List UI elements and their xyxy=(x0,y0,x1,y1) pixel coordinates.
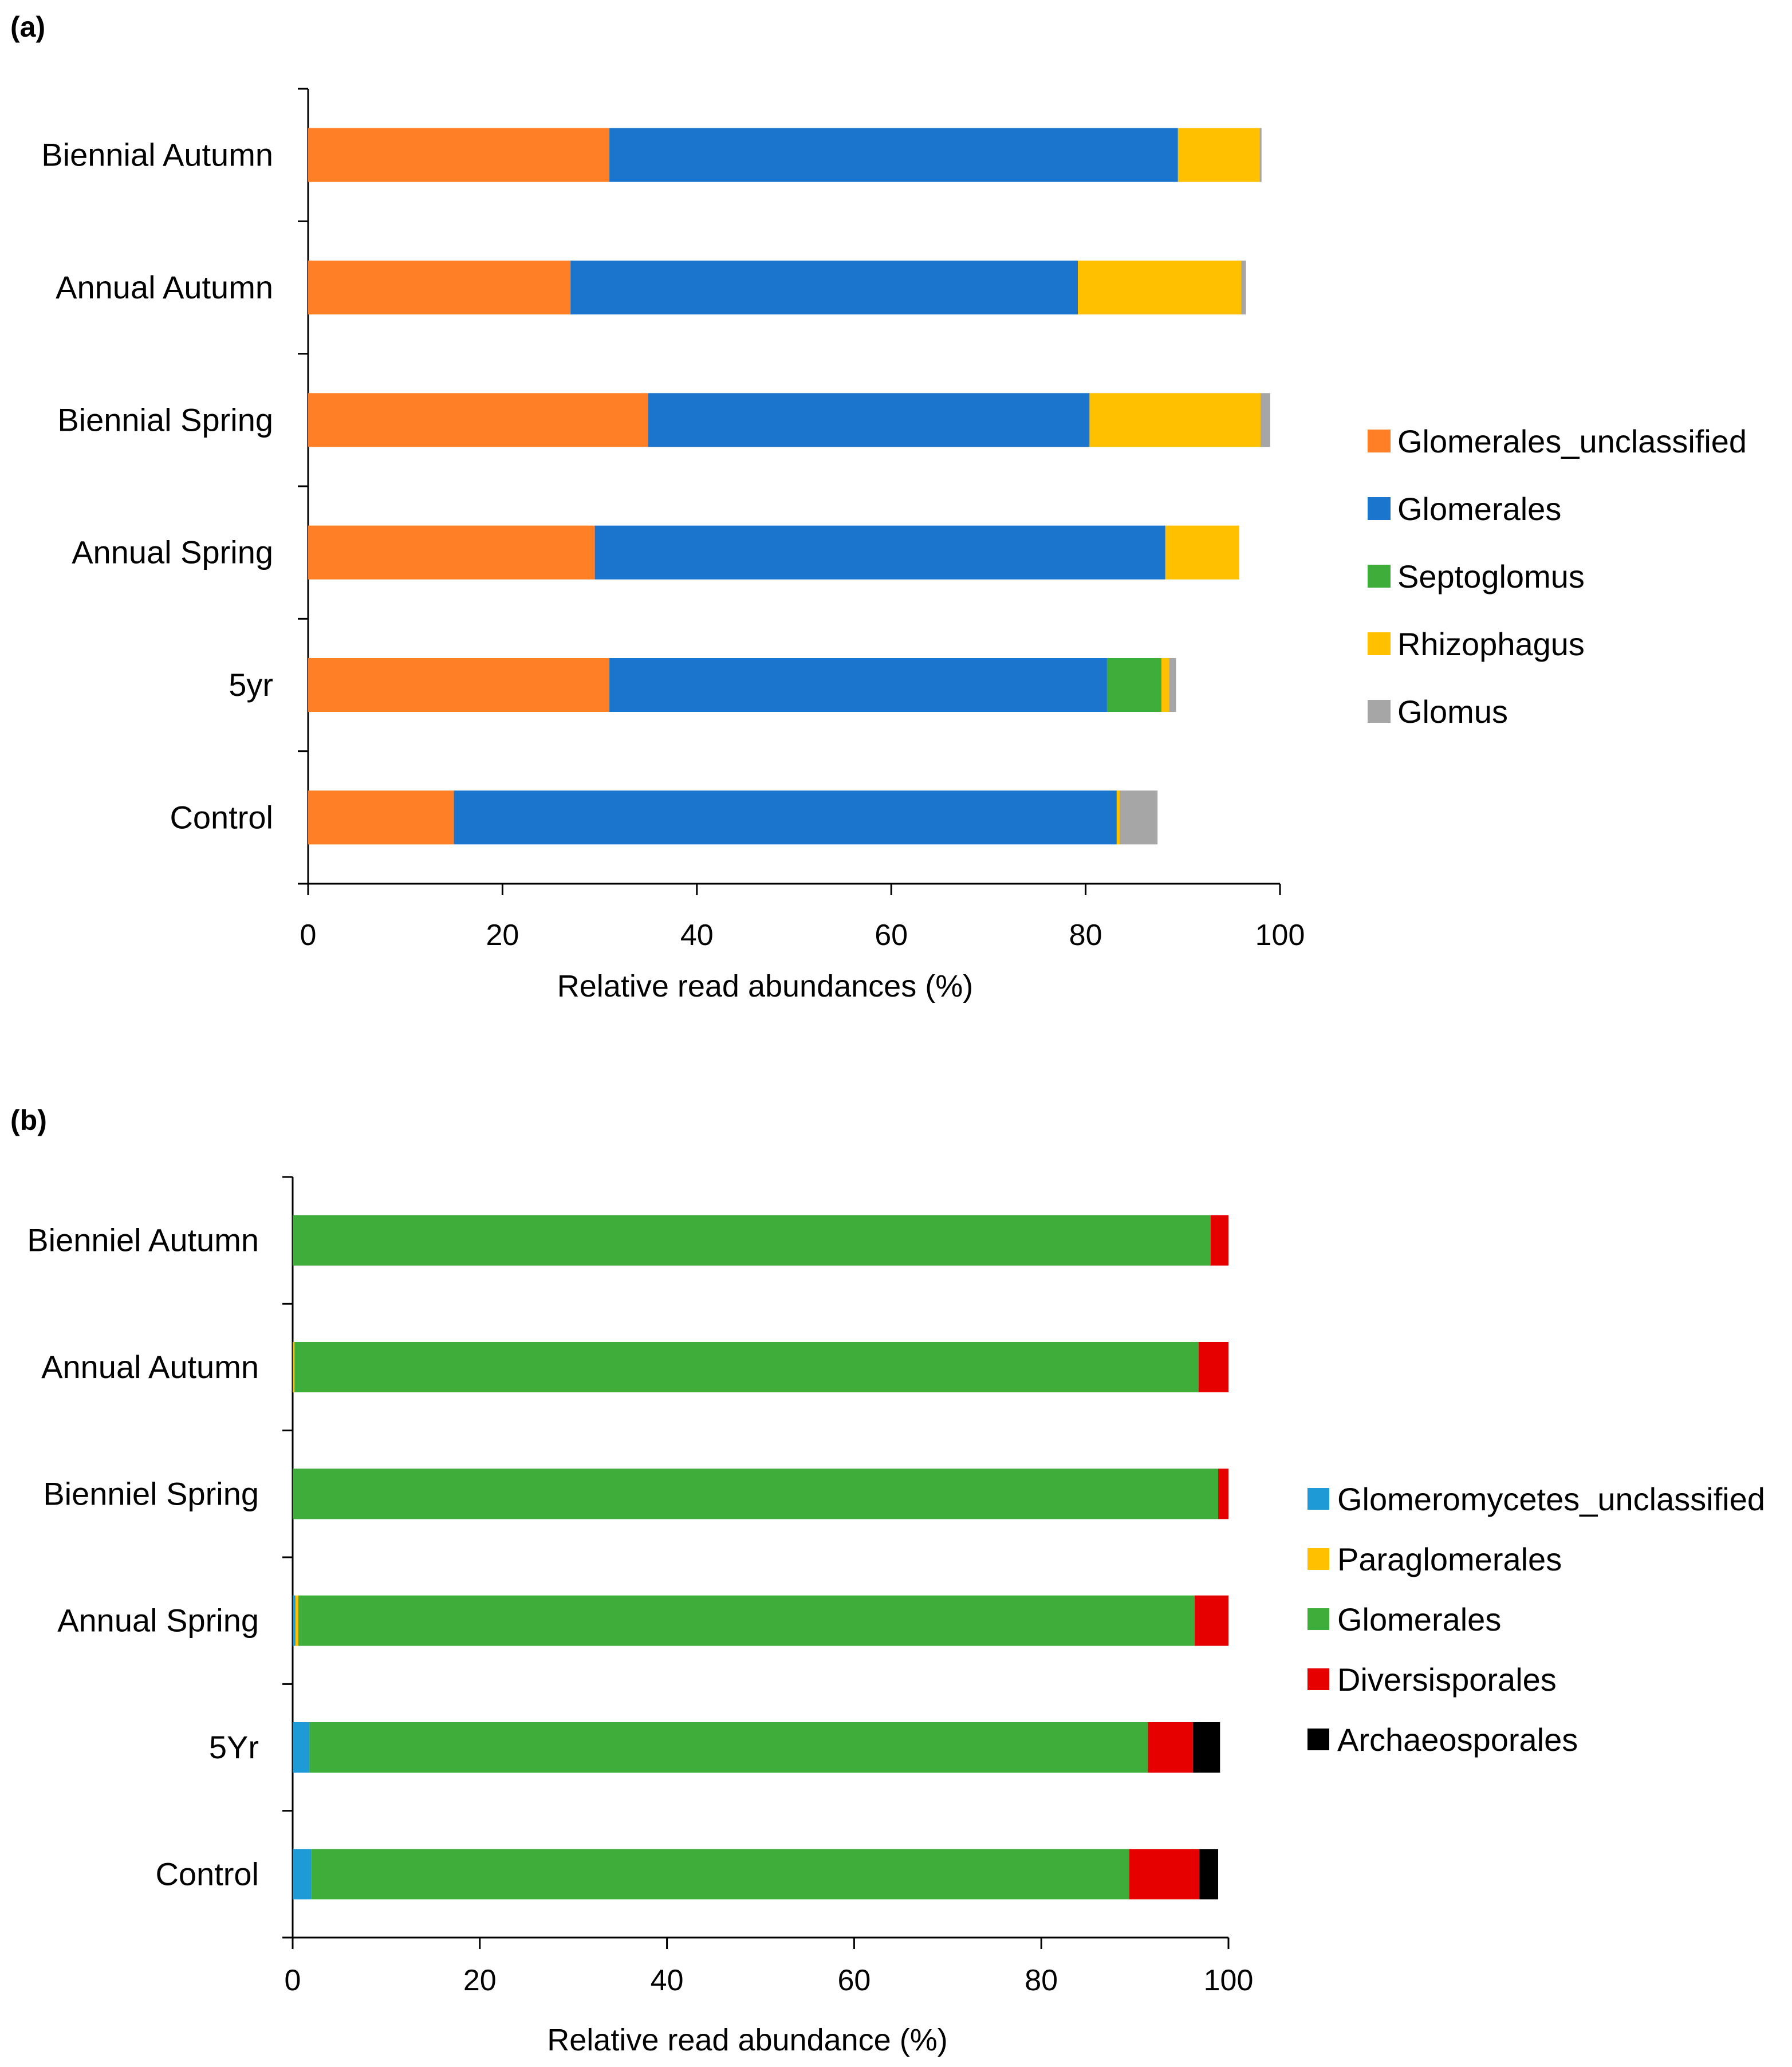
legend-swatch-rhizophagus xyxy=(1368,632,1391,655)
legend-label-glomerales: Glomerales xyxy=(1397,491,1561,527)
bar-glomus-5yr xyxy=(1169,658,1176,712)
panel-a-label: (a) xyxy=(10,11,45,43)
bar-glomerales-unclassified-annual-autumn xyxy=(308,261,571,314)
legend-label-diversisporales: Diversisporales xyxy=(1337,1662,1557,1698)
bar-diversisporales-bienniel-spring xyxy=(1218,1468,1228,1519)
panel-b: (b) 0 20 40 60 80 100 Bienniel Autumn Annual Au… xyxy=(10,1104,1765,2057)
panel-a-category-label: Annual Spring xyxy=(72,534,273,570)
legend-swatch-paraglomerales xyxy=(1307,1548,1329,1570)
panel-a-legend: Glomerales_unclassified Glomerales Septogl… xyxy=(1368,423,1747,730)
panel-b-x-tick-label: 80 xyxy=(1025,1964,1058,1997)
bar-glomus-biennial-autumn xyxy=(1259,128,1262,182)
legend-swatch-glomerales xyxy=(1368,497,1391,520)
bar-glomus-annual-autumn xyxy=(1241,261,1246,314)
bar-glomerales-biennial-autumn xyxy=(609,128,1178,182)
legend-label-paraglomerales: Paraglomerales xyxy=(1337,1541,1562,1577)
panel-b-category-label: Bienniel Spring xyxy=(43,1475,259,1511)
legend-label-glomeromycetes-unclassified: Glomeromycetes_unclassified xyxy=(1337,1481,1765,1517)
panel-b-category-label: Annual Spring xyxy=(57,1603,259,1639)
bar-glomeromycetes-unclassified-annual-spring xyxy=(293,1595,296,1646)
panel-b-category-label: Control xyxy=(155,1856,259,1892)
legend-label-glomerales-unclassified: Glomerales_unclassified xyxy=(1397,423,1747,459)
legend-swatch-glomerales-unclassified xyxy=(1368,430,1391,452)
bar-rhizophagus-biennial-spring xyxy=(1089,393,1261,447)
bar-septoglomus-5yr xyxy=(1106,658,1161,712)
bar-diversisporales-annual-autumn xyxy=(1198,1342,1228,1392)
bar-glomerales-annual-spring xyxy=(594,525,1165,580)
bar-glomerales-unclassified-biennial-spring xyxy=(308,393,648,447)
legend-label-glomerales: Glomerales xyxy=(1337,1601,1501,1637)
bar-glomerales-biennial-spring xyxy=(648,393,1090,447)
bar-glomeromycetes-unclassified-control xyxy=(293,1849,312,1900)
legend-swatch-glomus xyxy=(1368,700,1391,723)
panel-b-category-label: Annual Autumn xyxy=(41,1349,259,1385)
panel-a-x-tick-label: 0 xyxy=(300,919,317,952)
panel-b-plot-area: 0 20 40 60 80 100 Bienniel Autumn Annual Autumn… xyxy=(27,1176,1254,1997)
bar-glomerales-bienniel-spring xyxy=(293,1468,1219,1519)
bar-glomerales-annual-autumn xyxy=(570,261,1078,314)
bar-archaeosporales-control xyxy=(1199,1849,1219,1900)
legend-label-archaeosporales: Archaeosporales xyxy=(1337,1722,1578,1758)
bar-glomerales-unclassified-5yr xyxy=(308,658,610,712)
panel-b-x-tick-label: 60 xyxy=(837,1964,871,1997)
panel-a-plot-area: 0 20 40 60 80 100 Biennial Autumn Annual Autumn… xyxy=(41,88,1305,952)
panel-a-category-label: Control xyxy=(170,799,273,835)
panel-a-x-tick-label: 40 xyxy=(680,919,714,952)
bar-paraglomerales-annual-autumn xyxy=(293,1342,295,1392)
panel-b-x-tick-label: 0 xyxy=(285,1964,301,1997)
bar-diversisporales-5yr xyxy=(1148,1722,1193,1773)
bar-glomerales-unclassified-annual-spring xyxy=(308,525,595,580)
panel-a: (a) 0 20 40 60 80 100 Biennial Autumn Annual Au… xyxy=(10,11,1747,1003)
legend-swatch-diversisporales xyxy=(1307,1668,1329,1690)
bar-glomerales-bienniel-autumn xyxy=(293,1215,1211,1266)
bar-rhizophagus-biennial-autumn xyxy=(1177,128,1260,182)
legend-label-rhizophagus: Rhizophagus xyxy=(1397,626,1585,662)
legend-swatch-septoglomus xyxy=(1368,565,1391,588)
panel-b-legend: Glomeromycetes_unclassified Paraglomerale… xyxy=(1307,1481,1765,1758)
legend-label-glomus: Glomus xyxy=(1397,694,1508,730)
bar-glomerales-5yr xyxy=(609,658,1107,712)
panel-b-label: (b) xyxy=(10,1104,47,1136)
panel-a-category-label: Biennial Spring xyxy=(57,401,273,438)
bar-rhizophagus-annual-autumn xyxy=(1078,261,1242,314)
bar-glomerales-5yr xyxy=(309,1722,1148,1773)
bar-paraglomerales-annual-spring xyxy=(295,1595,298,1646)
bar-glomerales-control xyxy=(454,790,1117,845)
bar-archaeosporales-5yr xyxy=(1192,1722,1220,1773)
bar-rhizophagus-control xyxy=(1116,790,1120,845)
bar-glomerales-control xyxy=(311,1849,1129,1900)
legend-label-septoglomus: Septoglomus xyxy=(1397,558,1585,594)
panel-a-x-axis-title: Relative read abundances (%) xyxy=(557,969,973,1003)
legend-swatch-glomeromycetes-unclassified xyxy=(1307,1488,1329,1510)
panel-b-x-tick-label: 40 xyxy=(651,1964,684,1997)
bar-glomerales-unclassified-control xyxy=(308,790,454,845)
panel-a-x-tick-label: 100 xyxy=(1255,919,1305,952)
panel-a-category-label: 5yr xyxy=(229,667,273,703)
bar-rhizophagus-annual-spring xyxy=(1165,525,1239,580)
panel-b-category-label: 5Yr xyxy=(209,1729,259,1765)
bar-glomerales-unclassified-biennial-autumn xyxy=(308,128,610,182)
bar-rhizophagus-5yr xyxy=(1161,658,1169,712)
bar-glomeromycetes-unclassified-5yr xyxy=(293,1722,310,1773)
panel-a-x-tick-label: 80 xyxy=(1069,919,1102,952)
panel-b-x-tick-label: 100 xyxy=(1204,1964,1254,1997)
panel-a-x-tick-label: 60 xyxy=(875,919,908,952)
legend-swatch-archaeosporales xyxy=(1307,1729,1329,1750)
legend-swatch-glomerales xyxy=(1307,1608,1329,1630)
panel-b-x-tick-label: 20 xyxy=(463,1964,497,1997)
bar-glomerales-annual-spring xyxy=(298,1595,1195,1646)
panel-b-category-label: Bienniel Autumn xyxy=(27,1222,259,1258)
panel-b-x-axis-title: Relative read abundance (%) xyxy=(547,2023,947,2057)
bar-glomus-biennial-spring xyxy=(1261,393,1271,447)
bar-glomus-control xyxy=(1119,790,1158,845)
bar-diversisporales-bienniel-autumn xyxy=(1210,1215,1228,1266)
panel-a-category-label: Biennial Autumn xyxy=(41,137,273,173)
panel-a-x-tick-label: 20 xyxy=(486,919,519,952)
bar-diversisporales-annual-spring xyxy=(1195,1595,1228,1646)
bar-diversisporales-control xyxy=(1129,1849,1200,1900)
panel-a-category-label: Annual Autumn xyxy=(56,269,273,305)
bar-glomerales-annual-autumn xyxy=(294,1342,1199,1392)
